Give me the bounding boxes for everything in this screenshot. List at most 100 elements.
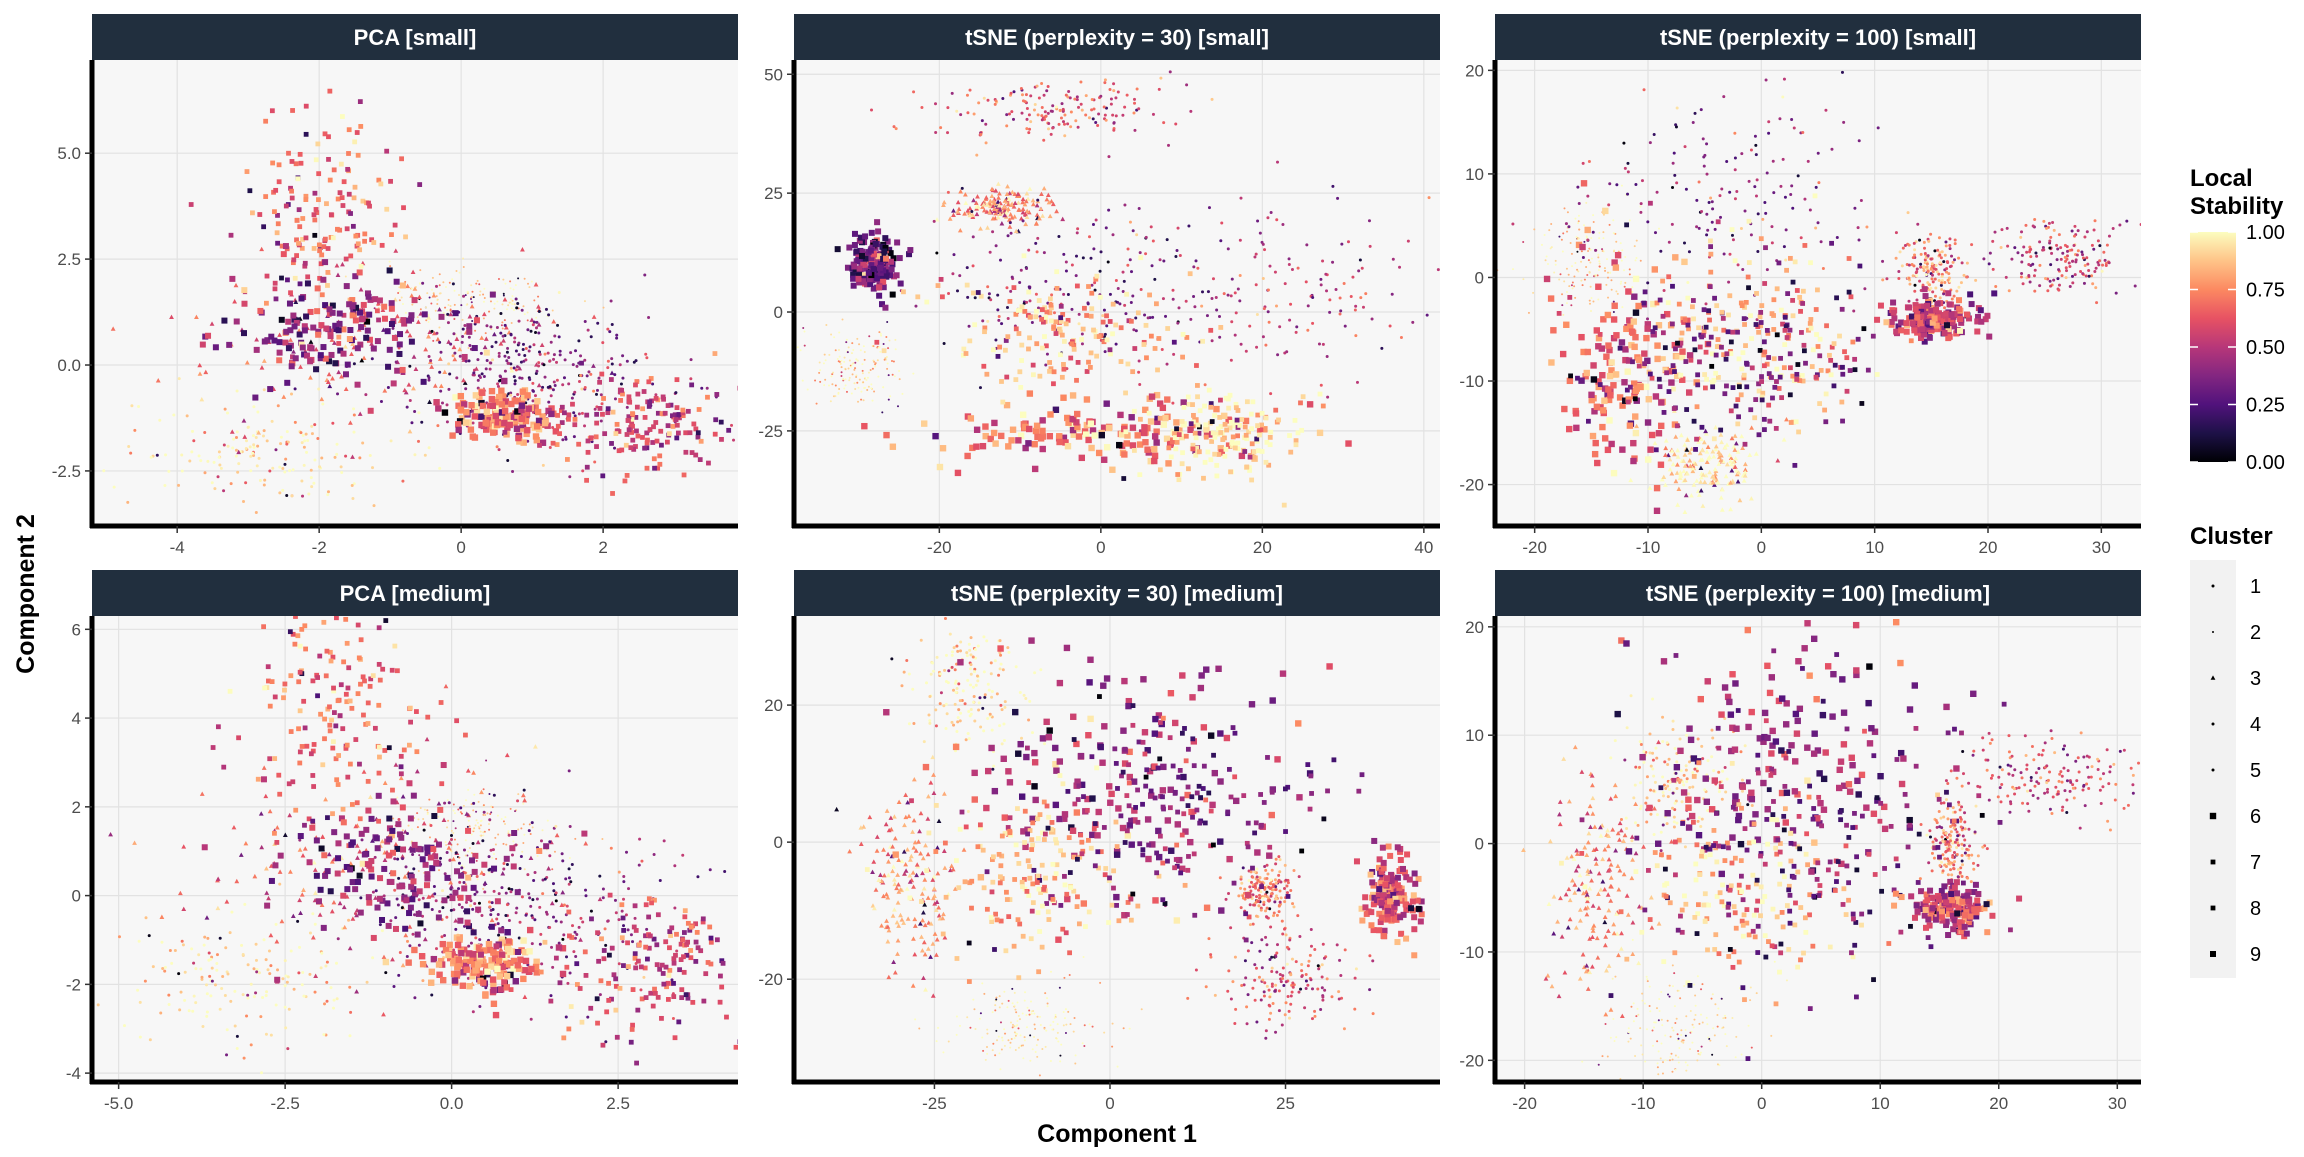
data-point [1018,385,1023,390]
data-point [170,962,173,965]
data-point [901,393,903,395]
data-point [831,383,833,385]
data-point [356,241,361,246]
data-point [851,352,853,354]
data-point [462,258,464,260]
data-point [325,283,330,288]
data-point [623,479,628,484]
data-point [302,434,305,437]
data-point [1605,447,1611,453]
y-tick-label: 2.5 [57,250,81,269]
data-point [877,376,879,378]
data-point [236,1047,239,1050]
data-point [584,386,587,389]
data-point [2082,256,2085,259]
data-point [552,388,555,391]
data-point [841,366,843,368]
data-point [1201,476,1206,481]
data-point [1130,369,1135,374]
data-point [647,316,650,319]
data-point [1598,237,1600,239]
data-point [380,400,383,403]
data-point [1866,368,1871,373]
data-point [286,981,289,984]
data-point [991,430,997,436]
data-point [697,407,702,412]
data-point [274,297,279,302]
data-point [1544,276,1550,282]
data-point [1115,114,1118,117]
data-point [857,401,859,403]
data-point [310,485,313,488]
data-point [244,481,247,484]
data-point [285,443,288,446]
data-point [384,207,389,212]
data-point [1700,108,1703,111]
data-point [1298,400,1303,405]
data-point [1062,253,1065,256]
data-point [1594,460,1600,466]
data-point [449,432,455,438]
data-point [596,389,599,392]
data-point [1799,330,1804,335]
data-point [1850,340,1855,345]
x-tick-label: 0 [1757,538,1766,557]
data-point [1123,429,1128,434]
data-point [512,840,514,842]
data-point [1093,281,1096,284]
data-point [675,405,680,410]
data-point [1648,201,1653,206]
data-point [1611,470,1617,476]
data-point [1920,253,1923,256]
data-point [1013,377,1018,382]
data-point [2125,220,2128,223]
data-point [511,303,513,305]
data-point [537,296,539,298]
data-point [211,481,214,484]
data-point [256,445,259,448]
data-point [548,385,551,388]
data-point [1588,160,1591,163]
data-point [1782,158,1785,161]
data-point [1632,334,1638,340]
data-point [371,346,377,352]
data-point [599,372,604,377]
data-point [1212,277,1215,280]
data-point [1641,350,1647,356]
data-point [1064,321,1069,326]
data-point [1149,393,1155,399]
data-point [1180,355,1185,360]
data-point [1091,432,1097,438]
data-point [1195,394,1200,399]
data-point [501,321,503,323]
x-tick-label: 20 [1253,538,1272,557]
data-point [344,257,349,262]
data-point [380,243,385,248]
data-point [2056,248,2059,251]
data-point [2095,301,2098,304]
data-point [1695,199,1698,202]
data-point [462,319,464,321]
data-point [2093,228,2096,231]
data-point [351,484,354,487]
data-point [1957,257,1960,260]
data-point [1881,260,1884,263]
data-point [479,294,481,296]
data-point [1025,301,1028,304]
data-point [1597,298,1599,300]
data-point [1743,442,1748,447]
data-point [1129,258,1132,261]
data-point [1692,121,1695,124]
data-point [455,270,457,272]
data-point [2051,221,2054,224]
data-point [218,450,221,453]
data-point [894,272,900,278]
data-point [503,295,505,297]
data-point [194,967,197,970]
data-point [1103,309,1106,312]
data-point [2098,244,2101,247]
data-point [293,355,299,361]
data-point [1555,260,1557,262]
data-point [1654,485,1660,491]
data-point [475,283,477,285]
